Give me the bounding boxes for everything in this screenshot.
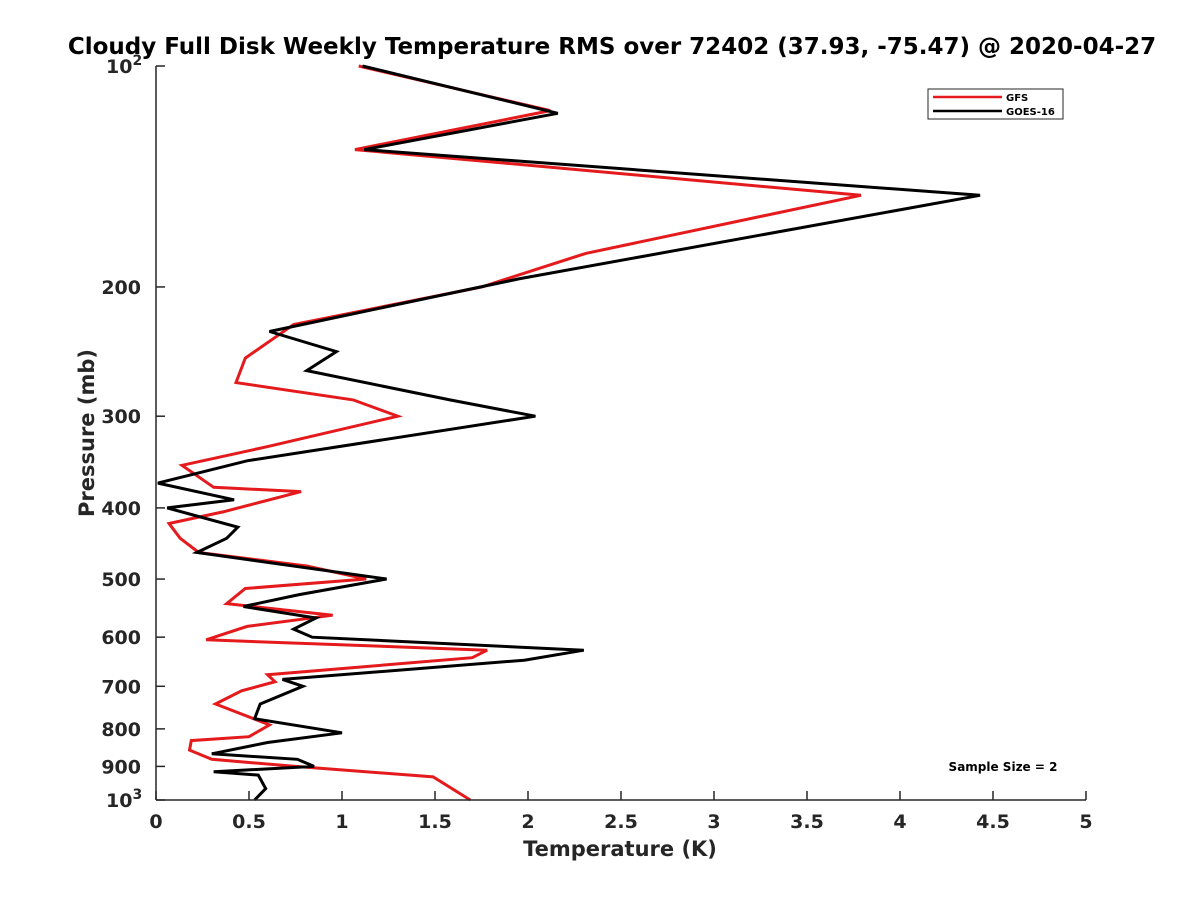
x-axis-ticks: 0 0.5 1 1.5 2 2.5 3 3.5 4 4.5 5 [149,791,1093,833]
legend-label-gfs: GFS [1006,93,1028,104]
y-tick-label: 900 [101,756,141,778]
y-tick-label: 102 [106,53,142,78]
x-tick-label: 3 [707,811,720,833]
x-tick-label: 0.5 [232,811,266,833]
series-layer [157,64,981,802]
x-tick-label: 2 [521,811,534,833]
x-tick-label: 0 [149,811,162,833]
legend: GFS GOES-16 [927,88,1064,120]
legend-box [927,88,1064,120]
y-tick-label: 500 [101,569,141,591]
legend-label-goes16: GOES-16 [1006,107,1055,118]
y-tick-label: 400 [101,498,141,520]
x-tick-label: 4.5 [976,811,1010,833]
y-tick-label: 600 [101,627,141,649]
x-tick-label: 1.5 [418,811,452,833]
x-tick-label: 5 [1079,811,1092,833]
chart-title: Cloudy Full Disk Weekly Temperature RMS … [68,34,1156,60]
y-tick-label: 200 [101,277,141,299]
x-tick-label: 4 [893,811,906,833]
x-tick-label: 3.5 [790,811,824,833]
y-tick-label: 800 [101,719,141,741]
y-tick-label: 300 [101,406,141,428]
y-axis-label: Pressure (mb) [75,349,99,517]
y-tick-label: 700 [101,676,141,698]
x-tick-label: 2.5 [604,811,638,833]
x-axis-label: Temperature (K) [523,837,717,861]
sample-size-annotation: Sample Size = 2 [949,760,1058,774]
series-line-goes16 [157,64,981,802]
y-axis-ticks: 102 200 300 400 500 600 700 800 900 103 [101,53,165,812]
y-tick-label: 103 [106,787,142,812]
series-line-gfs [166,64,862,802]
x-tick-label: 1 [335,811,348,833]
